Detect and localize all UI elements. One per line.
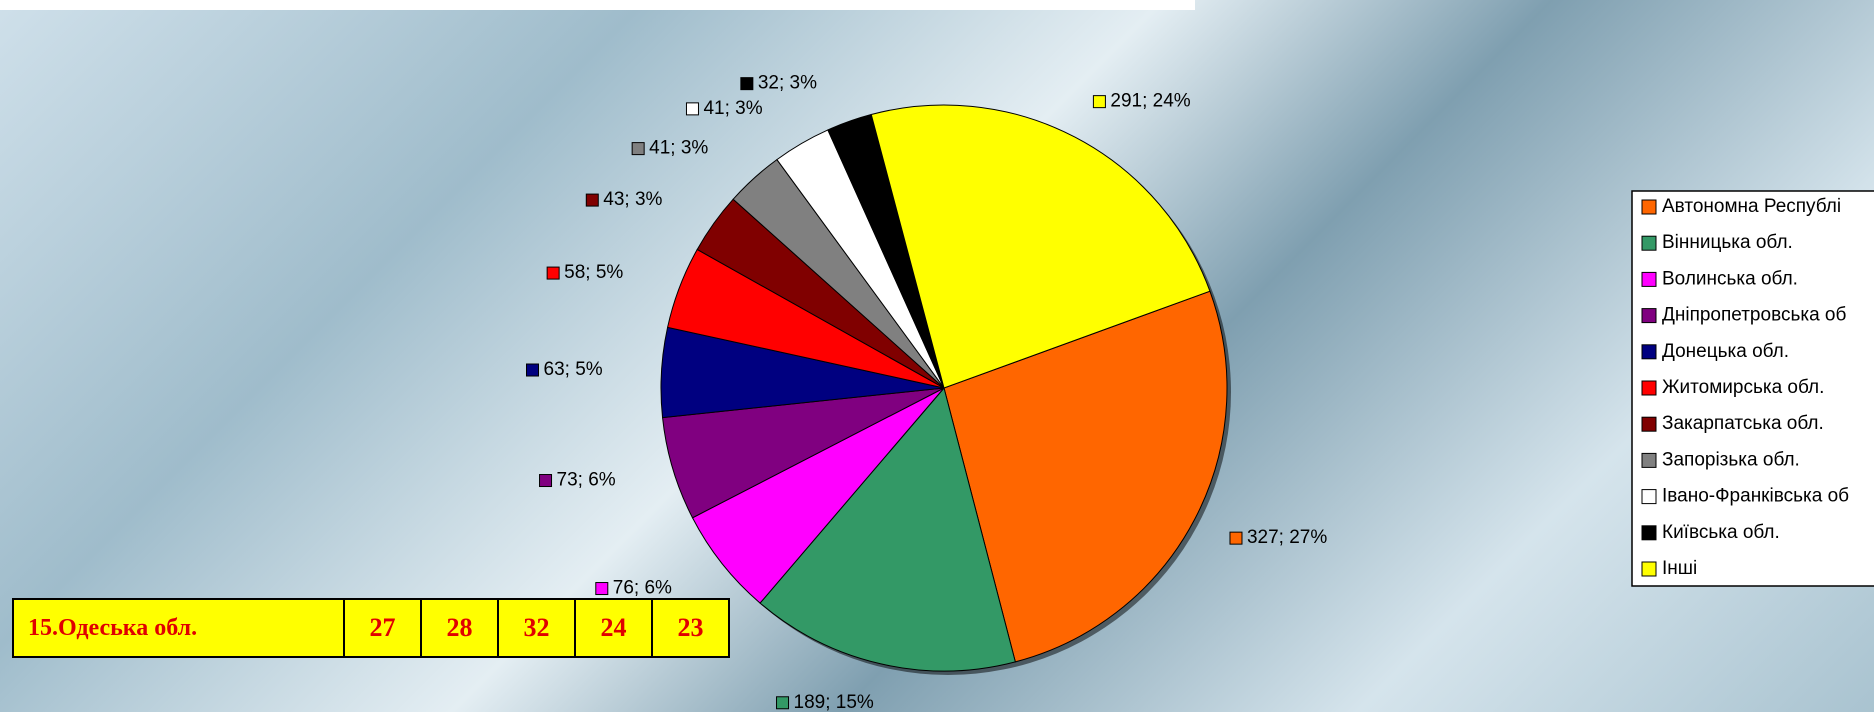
data-label: 58; 5% (564, 262, 623, 283)
label-swatch (686, 103, 698, 115)
legend-swatch (1642, 236, 1656, 250)
legend-swatch (1642, 200, 1656, 214)
legend-label: Волинська обл. (1662, 268, 1798, 289)
label-swatch (540, 475, 552, 487)
label-swatch (1093, 96, 1105, 108)
label-swatch (632, 143, 644, 155)
legend-label: Київська обл. (1662, 522, 1780, 543)
legend-label: Донецька обл. (1662, 341, 1789, 362)
value-cell: 23 (652, 599, 729, 657)
label-swatch (596, 583, 608, 595)
data-label: 41; 3% (649, 138, 708, 159)
legend-label: Івано-Франківська об (1662, 486, 1849, 507)
data-label: 327; 27% (1247, 527, 1327, 548)
value-cell: 27 (344, 599, 421, 657)
data-label: 291; 24% (1110, 91, 1190, 112)
data-label: 32; 3% (758, 73, 817, 94)
legend-swatch (1642, 272, 1656, 286)
label-swatch (1230, 532, 1242, 544)
data-label: 63; 5% (544, 359, 603, 380)
legend-swatch (1642, 309, 1656, 323)
value-cell: 32 (498, 599, 575, 657)
legend-label: Вінницька обл. (1662, 232, 1793, 253)
data-label: 76; 6% (613, 578, 672, 599)
legend-swatch (1642, 417, 1656, 431)
label-swatch (741, 78, 753, 90)
data-label: 41; 3% (703, 98, 762, 119)
legend-label: Автономна Республі (1662, 196, 1841, 217)
legend-label: Житомирська обл. (1662, 377, 1824, 398)
region-cell: 15.Одеська обл. (13, 599, 344, 657)
legend-swatch (1642, 526, 1656, 540)
legend-swatch (1642, 345, 1656, 359)
label-swatch (547, 267, 559, 279)
legend-label: Запорізька обл. (1662, 449, 1800, 470)
legend-swatch (1642, 562, 1656, 576)
legend-label: Інші (1662, 558, 1697, 579)
legend-label: Дніпропетровська об (1662, 305, 1846, 326)
label-swatch (586, 194, 598, 206)
data-label: 43; 3% (603, 189, 662, 210)
label-swatch (527, 364, 539, 376)
legend-swatch (1642, 381, 1656, 395)
legend-swatch (1642, 453, 1656, 467)
data-label: 189; 15% (794, 692, 874, 712)
legend-label: Закарпатська обл. (1662, 413, 1824, 434)
data-label: 73; 6% (557, 470, 616, 491)
label-swatch (777, 697, 789, 709)
value-cell: 24 (575, 599, 652, 657)
value-cell: 28 (421, 599, 498, 657)
slide: 327; 27% 189; 15% 76; 6% 73; 6% 63; 5% 58; 5%… (0, 0, 1874, 712)
legend-swatch (1642, 490, 1656, 504)
